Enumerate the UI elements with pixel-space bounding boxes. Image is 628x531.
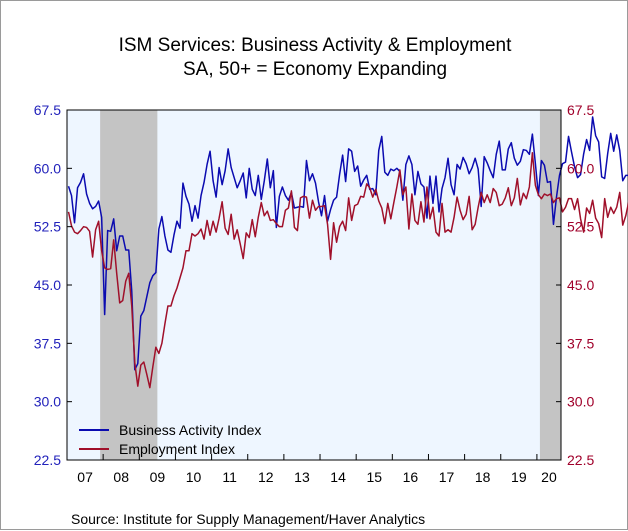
x-tick-label: 09 <box>150 469 166 485</box>
x-tick-label: 18 <box>475 469 491 485</box>
series-lines <box>67 116 628 389</box>
x-tick-label: 10 <box>186 469 202 485</box>
y-tick-label-left: 37.5 <box>34 335 61 351</box>
y-tick-label-right: 67.5 <box>567 102 594 118</box>
axes: 22.5 22.5 30.0 30.0 37.5 37.5 45.0 45.0 52.5 52.5… <box>34 102 595 485</box>
y-tick-label-right: 37.5 <box>567 335 594 351</box>
x-tick-label: 08 <box>113 469 129 485</box>
x-tick-label: 12 <box>258 469 274 485</box>
y-tick-label-left: 45.0 <box>34 277 61 293</box>
y-tick-label-left: 52.5 <box>34 219 61 235</box>
y-tick-label-right: 30.0 <box>567 394 594 410</box>
legend: Business Activity Index Employment Index <box>79 422 261 457</box>
x-tick-label: 13 <box>294 469 310 485</box>
y-tick-label-left: 22.5 <box>34 452 61 468</box>
x-tick-label: 07 <box>77 469 93 485</box>
y-tick-label-right: 22.5 <box>567 452 594 468</box>
source-note: Source: Institute for Supply Management/… <box>71 511 425 527</box>
y-tick-label-left: 60.0 <box>34 160 61 176</box>
recession-shading <box>100 110 561 460</box>
x-tick-label: 16 <box>403 469 419 485</box>
x-tick-label: 15 <box>366 469 382 485</box>
x-tick-label: 17 <box>439 469 455 485</box>
y-tick-label-left: 67.5 <box>34 102 61 118</box>
chart-subtitle: SA, 50+ = Economy Expanding <box>183 59 447 80</box>
x-tick-label: 19 <box>511 469 527 485</box>
y-tick-label-right: 45.0 <box>567 277 594 293</box>
y-tick-label-right: 52.5 <box>567 219 594 235</box>
employment-line <box>67 152 628 389</box>
y-tick-label-right: 60.0 <box>567 160 594 176</box>
recession-band <box>100 110 158 460</box>
x-tick-label: 20 <box>541 469 557 485</box>
legend-label-business-activity: Business Activity Index <box>119 422 261 438</box>
y-tick-label-left: 30.0 <box>34 394 61 410</box>
chart-title: ISM Services: Business Activity & Employ… <box>119 35 513 56</box>
x-tick-label: 14 <box>330 469 346 485</box>
business-activity-line <box>67 116 628 371</box>
x-tick-label: 11 <box>222 469 237 485</box>
legend-label-employment: Employment Index <box>119 441 235 457</box>
